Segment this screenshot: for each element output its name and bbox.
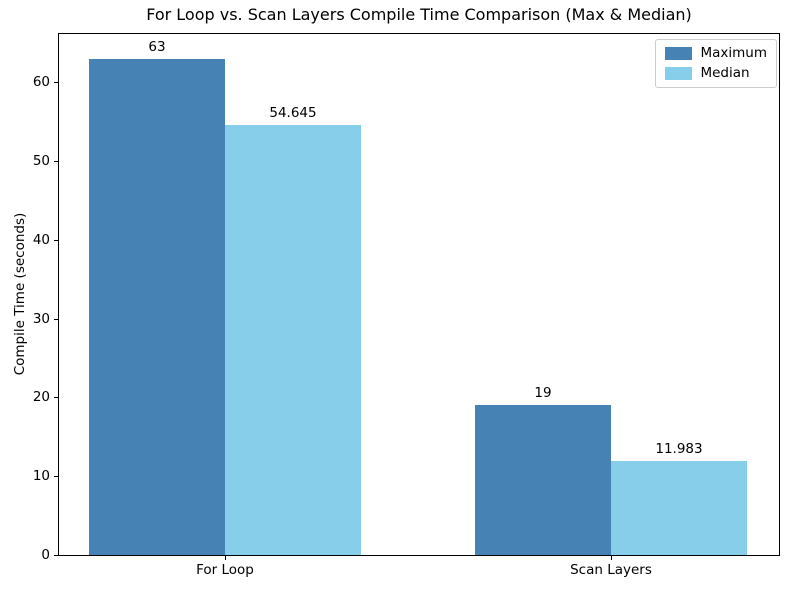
y-tick-mark <box>54 82 58 84</box>
legend-swatch-maximum <box>665 47 693 60</box>
x-tick-label-for-loop: For Loop <box>196 562 254 578</box>
y-tick-mark <box>54 476 58 478</box>
y-tick-mark <box>54 239 58 241</box>
y-tick-label: 10 <box>32 468 50 485</box>
bar-value-label-for-loop-median: 54.645 <box>269 104 317 121</box>
y-tick-label: 60 <box>32 74 50 91</box>
y-tick-label: 0 <box>41 547 50 563</box>
bar-scan-layers-maximum <box>475 405 611 555</box>
plot-area: 63 54.645 19 11.983 Maximum Median <box>58 33 780 556</box>
legend-item-median: Median <box>665 65 767 82</box>
y-tick-mark <box>54 555 58 556</box>
bar-scan-layers-median <box>611 460 747 555</box>
legend-swatch-median <box>665 67 693 80</box>
legend: Maximum Median <box>655 39 777 88</box>
y-tick-label: 30 <box>32 310 50 327</box>
bar-value-label-for-loop-maximum: 63 <box>148 38 166 55</box>
y-tick-mark <box>54 161 58 163</box>
chart-title: For Loop vs. Scan Layers Compile Time Co… <box>146 5 692 24</box>
y-tick-label: 20 <box>32 389 50 406</box>
x-tick-mark <box>611 556 612 560</box>
y-tick-mark <box>54 397 58 399</box>
x-tick-mark <box>225 556 226 560</box>
bar-value-label-scan-layers-maximum: 19 <box>534 385 552 402</box>
bar-value-label-scan-layers-median: 11.983 <box>655 440 703 457</box>
bar-for-loop-median <box>225 124 361 555</box>
legend-label-median: Median <box>700 65 750 81</box>
x-tick-label-scan-layers: Scan Layers <box>570 562 652 578</box>
legend-item-maximum: Maximum <box>665 45 767 62</box>
legend-label-maximum: Maximum <box>700 45 767 61</box>
y-tick-label: 40 <box>32 231 50 248</box>
y-tick-label: 50 <box>32 153 50 170</box>
bar-for-loop-maximum <box>89 58 225 555</box>
y-tick-mark <box>54 318 58 320</box>
